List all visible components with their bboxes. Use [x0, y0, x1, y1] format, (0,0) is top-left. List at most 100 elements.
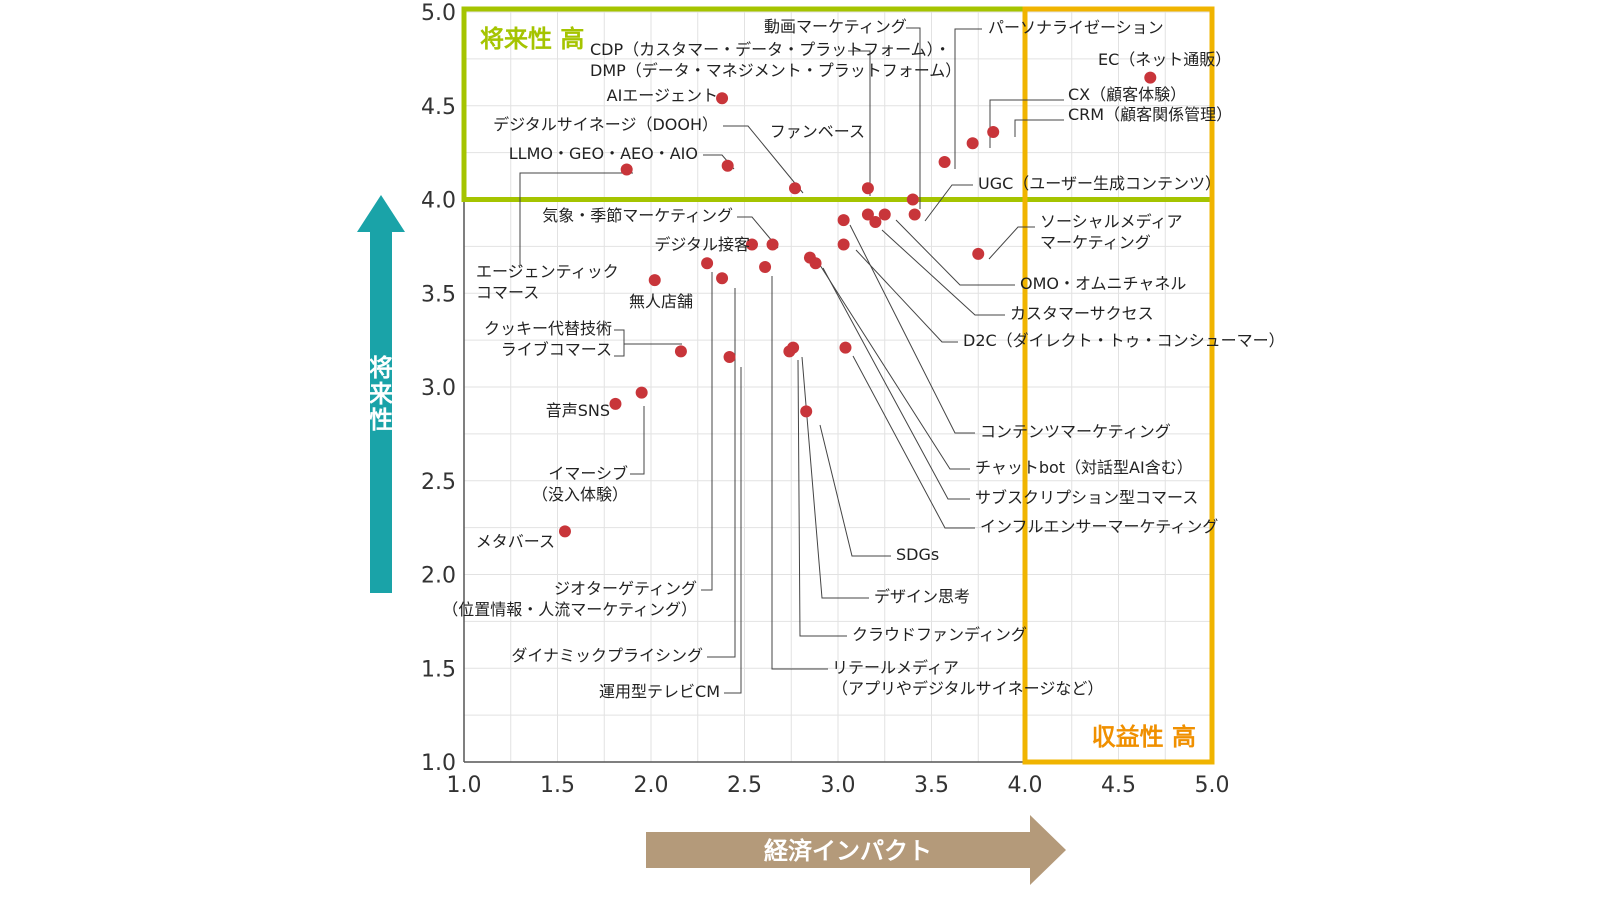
data-point — [635, 386, 648, 399]
leader-line — [881, 229, 1005, 316]
point-labels: EC（ネット通販） CX（顧客体験）CRM（顧客関係管理） パーソナライゼーション 動… — [442, 17, 1284, 701]
leader-line — [848, 50, 871, 196]
leader-line — [895, 219, 1015, 286]
point-label: ソーシャルメディアマーケティング — [1040, 212, 1183, 252]
axes: 1.0 1.5 2.0 2.5 3.0 3.5 4.0 4.5 5.0 1.0 1.5 2.0 2.5 3… — [421, 1, 1230, 798]
data-point — [721, 159, 734, 172]
leader-line — [771, 276, 828, 670]
x-tick-label: 5.0 — [1195, 773, 1230, 798]
y-tick-label: 1.5 — [421, 657, 456, 682]
x-tick-label: 2.5 — [727, 773, 762, 798]
leader-line — [614, 329, 625, 357]
leader-line — [855, 249, 958, 343]
point-label: UGC（ユーザー生成コンテンツ） — [978, 174, 1221, 193]
point-label: クッキー代替技術ライブコマース — [484, 319, 612, 359]
data-point — [759, 261, 772, 273]
point-label: クラウドファンディング — [852, 625, 1027, 644]
point-label: 音声SNS — [546, 401, 610, 420]
y-tick-label: 1.0 — [421, 751, 456, 776]
x-tick-label: 1.0 — [447, 773, 482, 798]
data-point — [558, 525, 571, 538]
data-point — [809, 257, 822, 270]
leader-line — [954, 28, 982, 169]
leader-line — [924, 184, 973, 222]
x-tick-label: 4.0 — [1008, 773, 1043, 798]
leader-line — [519, 172, 633, 266]
point-label: インフルエンサーマーケティング — [980, 517, 1218, 536]
leader-line — [630, 406, 645, 475]
data-point — [966, 137, 979, 150]
point-label: ファンベース — [770, 122, 865, 141]
y-axis-arrow — [357, 195, 405, 593]
data-point — [938, 156, 951, 168]
point-label: 無人店舗 — [629, 292, 693, 311]
y-tick-label: 3.0 — [421, 376, 456, 401]
point-label: パーソナライゼーション — [988, 18, 1164, 37]
data-point — [783, 345, 796, 358]
data-point — [800, 405, 813, 418]
point-label: AIエージェント — [607, 86, 718, 105]
point-label: リテールメディア（アプリやデジタルサイネージなど） — [832, 658, 1103, 698]
y-axis-label: 将来性 — [369, 354, 394, 434]
data-point — [1144, 71, 1157, 84]
y-tick-label: 2.0 — [421, 564, 456, 589]
leader-line — [707, 288, 736, 658]
point-label: CX（顧客体験） — [1068, 85, 1186, 104]
data-point — [878, 208, 891, 221]
leader-line — [849, 224, 975, 434]
data-point — [620, 163, 633, 176]
region-label-profit-high: 収益性 高 — [1092, 723, 1196, 751]
leader-line — [822, 267, 970, 500]
x-tick-label: 3.5 — [914, 773, 949, 798]
data-point — [837, 238, 850, 251]
data-point — [908, 208, 921, 221]
data-point — [788, 182, 801, 195]
data-points — [558, 71, 1157, 538]
point-label: 動画マーケティング — [764, 17, 907, 36]
point-label: コンテンツマーケティング — [980, 422, 1171, 441]
leader-line — [852, 355, 975, 529]
data-point — [972, 247, 985, 260]
point-label: CRM（顧客関係管理） — [1068, 105, 1232, 124]
point-label: デジタルサイネージ（DOOH） — [493, 115, 718, 134]
point-label: エージェンティックコマース — [476, 262, 619, 302]
x-tick-label: 4.5 — [1101, 773, 1136, 798]
data-point — [861, 182, 874, 195]
point-label: イマーシブ（没入体験） — [532, 464, 628, 504]
x-tick-label: 2.0 — [634, 773, 669, 798]
data-point — [701, 257, 714, 270]
point-label: ジオターゲティング（位置情報・人流マーケティング） — [442, 579, 697, 619]
leader-line — [988, 226, 1035, 260]
y-tick-label: 5.0 — [421, 1, 456, 26]
data-point — [716, 272, 729, 285]
x-tick-label: 3.0 — [821, 773, 856, 798]
leader-line — [701, 272, 713, 591]
data-point — [839, 341, 852, 354]
point-label: D2C（ダイレクト・トゥ・コンシューマー） — [963, 331, 1285, 350]
region-label-future-high: 将来性 高 — [480, 25, 584, 53]
data-point — [869, 216, 882, 228]
data-point — [766, 238, 779, 251]
y-tick-label: 3.5 — [421, 282, 456, 307]
leader-line — [801, 356, 869, 599]
data-point — [987, 126, 1000, 138]
y-tick-label: 4.0 — [421, 189, 456, 214]
x-axis-label: 経済インパクト — [764, 837, 932, 865]
x-tick-label: 1.5 — [540, 773, 575, 798]
leader-lines — [519, 27, 1064, 694]
data-point — [716, 92, 729, 105]
leader-line — [723, 125, 804, 194]
data-point — [861, 208, 874, 221]
point-label: 気象・季節マーケティング — [542, 206, 733, 225]
leader-line — [797, 359, 847, 637]
point-label: デザイン思考 — [874, 587, 970, 606]
leader-line — [1014, 119, 1064, 137]
data-point — [674, 345, 687, 358]
leader-line — [819, 424, 891, 557]
data-point — [745, 238, 758, 251]
leader-line — [724, 367, 742, 694]
